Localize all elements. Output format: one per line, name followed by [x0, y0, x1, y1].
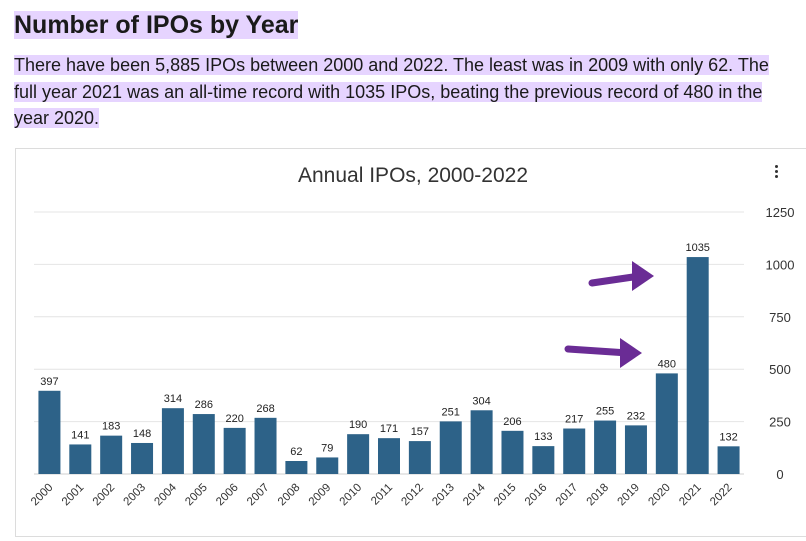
data-label: 157 [411, 426, 429, 438]
chart-title: Annual IPOs, 2000-2022 [298, 164, 528, 187]
bar [223, 427, 246, 474]
x-tick-label: 2005 [183, 482, 210, 509]
vertical-ellipsis-icon[interactable] [768, 163, 784, 183]
y-tick-label: 500 [769, 362, 791, 377]
data-label: 62 [290, 446, 302, 458]
data-label: 480 [658, 358, 676, 370]
x-tick-label: 2008 [276, 482, 303, 509]
bar [161, 408, 184, 474]
data-label: 286 [195, 399, 213, 411]
page-heading: Number of IPOs by Year [14, 8, 299, 42]
intro-paragraph: There have been 5,885 IPOs between 2000 … [14, 52, 794, 132]
y-tick-label: 250 [769, 415, 791, 430]
y-tick-label: 750 [769, 310, 791, 325]
x-tick-label: 2019 [615, 482, 642, 509]
data-label: 206 [503, 416, 521, 428]
bar [439, 421, 462, 474]
data-label: 220 [225, 413, 243, 425]
data-label: 148 [133, 428, 151, 440]
bar [532, 446, 555, 474]
x-tick-label: 2011 [369, 482, 395, 508]
data-label: 141 [71, 429, 89, 441]
bar [131, 442, 154, 474]
data-label: 183 [102, 421, 120, 433]
x-tick-label: 2021 [677, 482, 704, 509]
data-label: 268 [256, 403, 274, 415]
x-tick-label: 2017 [554, 482, 581, 509]
data-label: 171 [380, 423, 398, 435]
bar [717, 446, 740, 474]
bar [686, 257, 709, 474]
data-label: 217 [565, 414, 583, 426]
data-label: 255 [596, 406, 614, 418]
bar [38, 390, 61, 474]
data-label: 314 [164, 393, 182, 405]
y-tick-label: 0 [776, 467, 783, 482]
x-tick-label: 2020 [646, 482, 673, 509]
x-tick-label: 2009 [307, 482, 334, 509]
x-tick-label: 2018 [585, 482, 612, 509]
data-label: 397 [40, 376, 58, 388]
x-tick-label: 2007 [245, 482, 272, 509]
x-tick-label: 2022 [708, 482, 735, 509]
arrow-icon [588, 261, 654, 291]
x-tick-label: 2012 [399, 482, 426, 509]
x-tick-label: 2006 [214, 482, 241, 509]
data-label: 232 [627, 410, 645, 422]
x-tick-label: 2002 [91, 482, 118, 509]
x-tick-label: 2014 [461, 481, 488, 508]
bar [594, 420, 617, 474]
data-label: 1035 [685, 242, 709, 254]
data-label: 132 [719, 431, 737, 443]
y-tick-label: 1000 [766, 257, 795, 272]
data-label: 304 [472, 395, 490, 407]
bar [100, 435, 123, 474]
data-label: 251 [442, 406, 460, 418]
x-tick-label: 2000 [29, 482, 56, 509]
x-tick-label: 2003 [122, 482, 149, 509]
bar [408, 441, 431, 474]
data-label: 79 [321, 442, 333, 454]
bar [378, 438, 400, 474]
bar [316, 457, 339, 474]
bar [501, 430, 524, 474]
bar [563, 428, 586, 474]
bar [254, 417, 277, 474]
arrow-icon [564, 338, 642, 368]
bar [69, 444, 92, 474]
x-tick-label: 2004 [152, 481, 179, 508]
x-tick-label: 2015 [492, 482, 519, 509]
bar [192, 414, 215, 474]
y-tick-label: 1250 [766, 205, 795, 220]
bar [655, 373, 678, 474]
x-tick-label: 2010 [338, 482, 365, 509]
x-tick-label: 2013 [430, 482, 457, 509]
x-tick-label: 2001 [60, 482, 87, 509]
bar [624, 425, 647, 474]
data-label: 190 [349, 419, 367, 431]
bar [347, 434, 370, 474]
bar [285, 461, 308, 474]
heading-text: Number of IPOs by Year [14, 11, 299, 39]
x-tick-label: 2016 [523, 482, 550, 509]
data-label: 133 [534, 431, 552, 443]
bar [470, 410, 493, 474]
